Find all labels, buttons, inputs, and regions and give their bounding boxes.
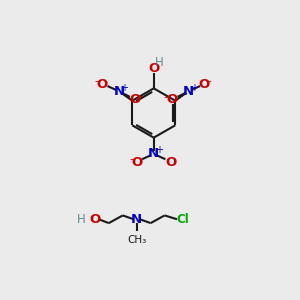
- Text: O: O: [148, 62, 159, 75]
- Text: -: -: [207, 76, 211, 86]
- Text: +: +: [190, 83, 198, 93]
- Text: -: -: [138, 91, 142, 101]
- Text: -: -: [164, 92, 168, 102]
- Text: -: -: [129, 154, 133, 164]
- Text: O: O: [198, 78, 209, 91]
- Text: N: N: [183, 85, 194, 98]
- Text: N: N: [113, 85, 125, 98]
- Text: H: H: [77, 213, 86, 226]
- Text: -: -: [94, 76, 99, 86]
- Text: N: N: [148, 146, 159, 160]
- Text: O: O: [129, 93, 140, 106]
- Text: O: O: [131, 156, 142, 169]
- Text: N: N: [131, 213, 142, 226]
- Text: Cl: Cl: [176, 213, 189, 226]
- Text: O: O: [89, 213, 100, 226]
- Text: H: H: [155, 56, 164, 69]
- Text: +: +: [155, 145, 163, 155]
- Text: O: O: [167, 93, 178, 106]
- Text: +: +: [121, 83, 128, 93]
- Text: CH₃: CH₃: [127, 236, 146, 245]
- Text: O: O: [165, 156, 176, 169]
- Text: O: O: [96, 78, 108, 91]
